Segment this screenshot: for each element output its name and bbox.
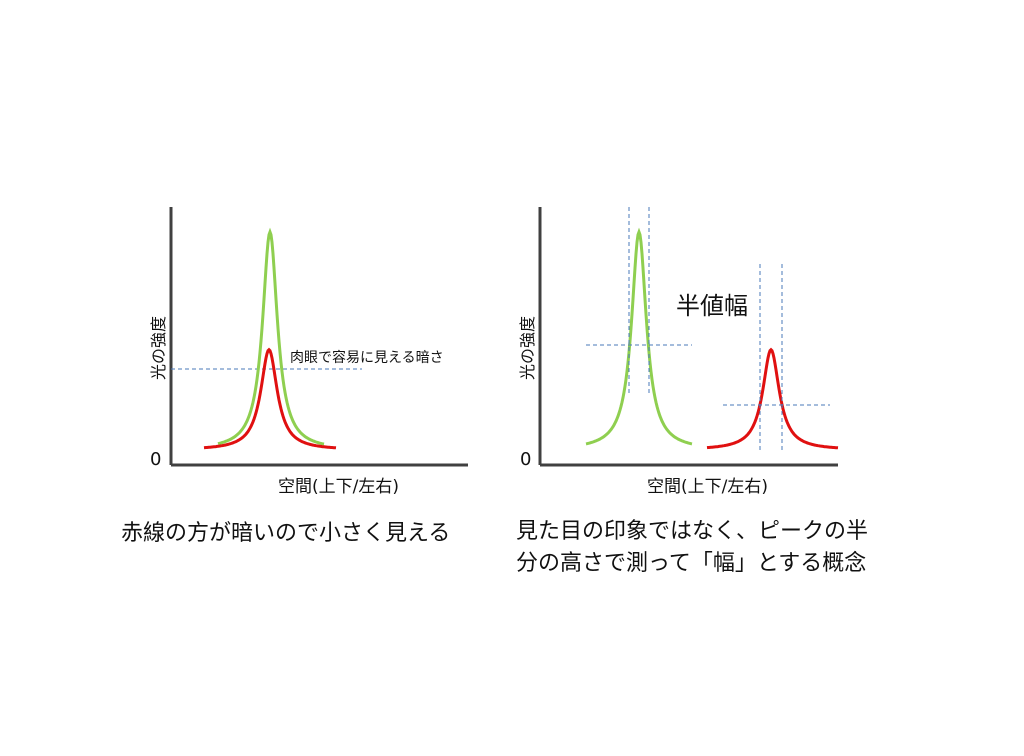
left-red-curve: [203, 347, 337, 450]
left-threshold-label: 肉眼で容易に見える暗さ: [290, 350, 444, 366]
right-caption-line-1: 見た目の印象ではなく、ピークの半: [516, 519, 869, 544]
right-y-axis-label: 光の強度: [518, 316, 537, 381]
left-green-curve: [217, 227, 325, 446]
fwhm-label: 半値幅: [676, 292, 748, 320]
right-caption-line-2: 分の高さで測って「幅」とする概念: [516, 551, 867, 576]
right-green-curve: [585, 227, 693, 446]
left-x-axis-label: 空間(上下/左右): [278, 477, 399, 497]
right-red-curve: [706, 347, 839, 450]
right-zero-label: 0: [520, 449, 532, 470]
left-y-axis-label: 光の強度: [149, 316, 168, 381]
left-zero-label: 0: [150, 449, 162, 470]
left-caption: 赤線の方が暗いので小さく見える: [121, 521, 451, 546]
right-x-axis-label: 空間(上下/左右): [647, 477, 768, 497]
